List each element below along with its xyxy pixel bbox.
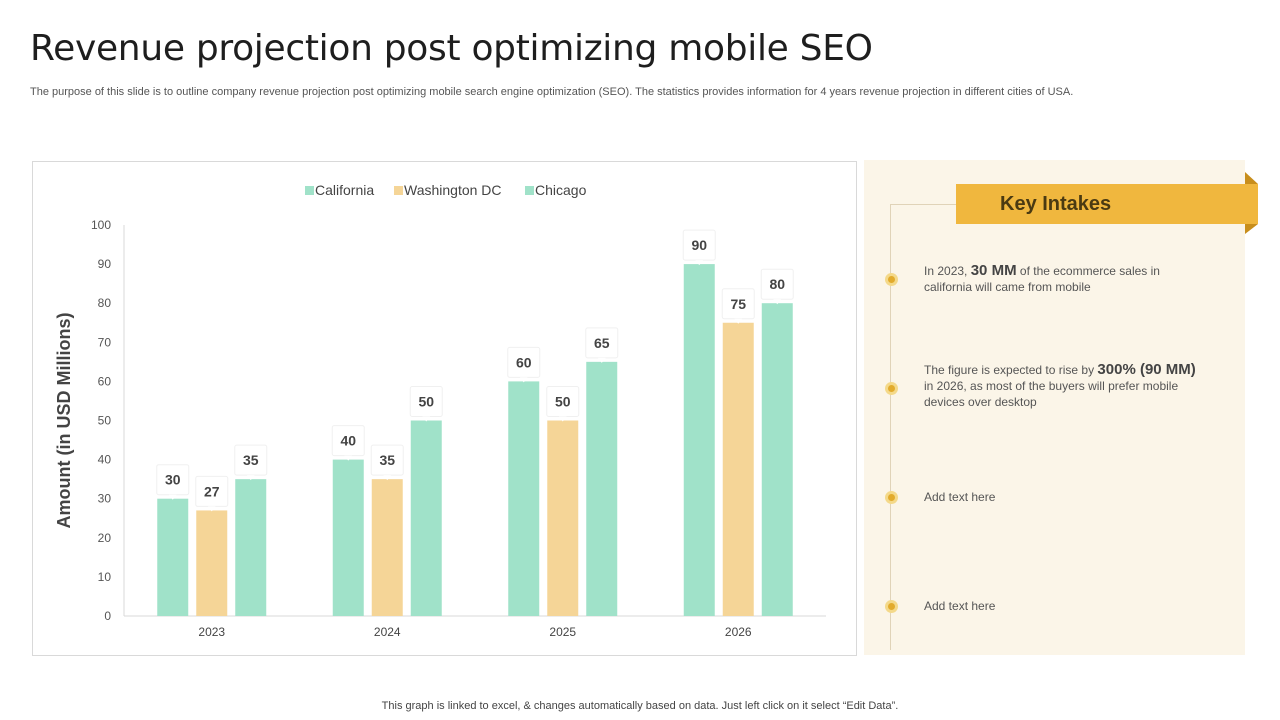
data-label-pointer <box>383 475 392 481</box>
timeline-connector <box>890 204 956 205</box>
intake-2-highlight: 300% (90 MM) <box>1097 361 1196 378</box>
timeline-dot-1 <box>885 273 898 286</box>
y-tick-label: 90 <box>98 257 112 271</box>
intake-item-3: Add text here <box>924 489 1199 505</box>
y-tick-label: 10 <box>98 570 112 584</box>
data-label-pointer <box>207 506 216 512</box>
legend-swatch-1 <box>305 186 314 195</box>
data-label: 50 <box>555 394 571 410</box>
page-subtitle: The purpose of this slide is to outline … <box>30 86 1074 98</box>
footnote: This graph is linked to excel, & changes… <box>381 700 899 712</box>
y-tick-label: 100 <box>91 218 111 232</box>
data-label-pointer <box>773 299 782 305</box>
y-tick-label: 40 <box>98 453 112 467</box>
data-label-pointer <box>734 318 743 324</box>
y-tick-label: 30 <box>98 492 112 506</box>
legend-label-1: California <box>315 182 374 198</box>
data-label-pointer <box>519 377 528 383</box>
bar-washington-dc-2024 <box>371 479 403 616</box>
legend-label-2: Washington DC <box>404 182 502 198</box>
y-tick-label: 70 <box>98 335 112 349</box>
data-label: 65 <box>594 335 610 351</box>
data-label: 90 <box>691 237 707 253</box>
ribbon-fold-top <box>1245 172 1258 184</box>
page-title: Revenue projection post optimizing mobil… <box>30 28 873 69</box>
key-intakes-heading: Key Intakes <box>956 184 1258 224</box>
legend-label-3: Chicago <box>535 182 587 198</box>
bar-chicago-2023 <box>235 479 267 616</box>
intake-4-pre[interactable]: Add text here <box>924 599 996 613</box>
x-tick-label: 2026 <box>725 625 752 639</box>
data-label: 50 <box>418 394 434 410</box>
bar-chart[interactable]: 0 10 20 30 40 50 60 70 80 90 100 Amount (in USD Mil… <box>33 162 856 655</box>
ribbon-fold-bottom <box>1245 224 1258 234</box>
data-label: 75 <box>730 296 746 312</box>
intake-1-highlight: 30 MM <box>970 262 1017 279</box>
y-axis-title: Amount (in USD Millions) <box>54 313 74 529</box>
data-label: 27 <box>204 483 220 499</box>
x-tick-label: 2023 <box>198 625 225 639</box>
legend-swatch-3 <box>525 186 534 195</box>
data-label-pointer <box>558 416 567 422</box>
y-tick-label: 0 <box>104 609 111 623</box>
intake-1-pre: In 2023, <box>924 264 971 278</box>
intake-3-pre[interactable]: Add text here <box>924 490 996 504</box>
bar-california-2026 <box>683 264 715 616</box>
data-label-pointer <box>695 260 704 266</box>
timeline-dot-2 <box>885 382 898 395</box>
y-tick-label: 60 <box>98 374 112 388</box>
intake-item-1: In 2023, 30 MM of the ecommerce sales in… <box>924 263 1199 295</box>
timeline-dot-3 <box>885 491 898 504</box>
bar-chicago-2026 <box>761 303 793 616</box>
data-label: 35 <box>379 452 395 468</box>
x-tick-label: 2024 <box>374 625 401 639</box>
data-label-pointer <box>344 455 353 461</box>
data-label: 80 <box>769 276 785 292</box>
data-label-pointer <box>422 416 431 422</box>
data-label-pointer <box>597 357 606 363</box>
intake-2-pre: The figure is expected to rise by <box>924 363 1098 377</box>
data-label-pointer <box>246 475 255 481</box>
bar-california-2024 <box>332 459 364 616</box>
x-tick-label: 2025 <box>549 625 576 639</box>
bar-california-2025 <box>508 381 540 616</box>
data-label-pointer <box>168 494 177 500</box>
data-label: 30 <box>165 472 181 488</box>
timeline-dot-4 <box>885 600 898 613</box>
intake-item-2: The figure is expected to rise by 300% (… <box>924 362 1199 410</box>
bar-chicago-2024 <box>410 420 442 616</box>
bar-washington-dc-2025 <box>547 420 579 616</box>
intake-1-post: of the ecommerce sales in california wil… <box>924 264 1160 294</box>
timeline-line <box>890 204 891 650</box>
y-tick-label: 20 <box>98 531 112 545</box>
bar-chicago-2025 <box>586 361 618 616</box>
intake-2-post: in 2026, as most of the buyers will pref… <box>924 379 1179 409</box>
bar-washington-dc-2026 <box>722 322 754 616</box>
intake-item-4: Add text here <box>924 598 1199 614</box>
bar-washington-dc-2023 <box>196 510 228 616</box>
data-label: 40 <box>340 433 356 449</box>
key-intakes-panel <box>864 160 1245 655</box>
data-label: 35 <box>243 452 259 468</box>
chart-container[interactable]: 0 10 20 30 40 50 60 70 80 90 100 Amount (in USD Mil… <box>32 161 857 656</box>
legend-swatch-2 <box>394 186 403 195</box>
bar-california-2023 <box>157 498 189 616</box>
data-label: 60 <box>516 354 532 370</box>
y-tick-label: 80 <box>98 296 112 310</box>
y-tick-label: 50 <box>98 414 112 428</box>
